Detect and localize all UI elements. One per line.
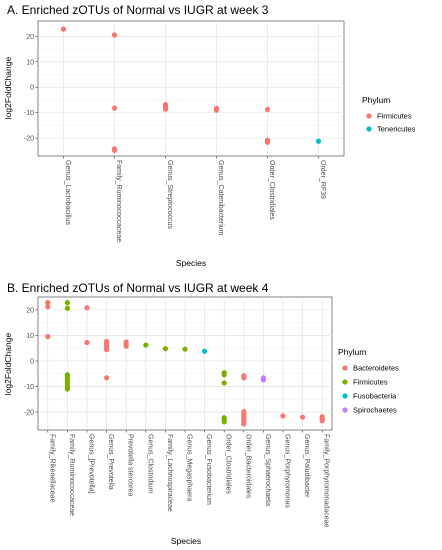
chart-a-legend-swatch: [366, 126, 372, 132]
chart-a-y-tick-label: 10: [26, 59, 34, 66]
chart-a-y-axis-label: log2FoldChange: [3, 57, 13, 120]
chart-panel-a: A. Enriched zOTUs of Normal vs IUGR at w…: [3, 3, 416, 268]
chart-b-data-point: [319, 418, 325, 424]
chart-b-data-point: [300, 414, 306, 420]
chart-b-x-tick-label: Genus_Sphaerochaeta: [264, 434, 271, 506]
chart-b-x-tick-label: Genus_Fusobacterium: [205, 434, 212, 505]
chart-b-data-point: [104, 347, 110, 353]
chart-panel-b: B. Enriched zOTUs of Normal vs IUGR at w…: [3, 281, 399, 546]
chart-a-data-point: [60, 26, 67, 32]
chart-b-legend-swatch: [342, 365, 348, 371]
chart-b-x-tick-label: Family_Ruminococcaceae: [68, 434, 75, 516]
chart-b-data-point: [241, 421, 247, 427]
chart-b-legend-label: Bacteroidetes: [353, 364, 399, 373]
chart-b-data-point: [182, 346, 188, 352]
chart-b-data-point: [221, 419, 227, 425]
chart-a-data-point: [162, 106, 169, 112]
chart-b-legend-title: Phylum: [338, 347, 366, 357]
chart-b-x-tick-label: Genus_Megasphaera: [186, 434, 193, 501]
chart-a-y-tick-label: 0: [30, 85, 34, 92]
chart-b-y-tick-label: 10: [26, 333, 34, 340]
chart-b-data-point: [104, 375, 110, 381]
chart-b-data-point: [280, 413, 286, 419]
chart-b-legend: Phylum Bacteroidetes Firmicutes Fusobacter…: [338, 347, 399, 415]
chart-b-x-tick-label: Genus_Paludibacter: [303, 434, 310, 498]
chart-a-data-point: [264, 106, 271, 112]
chart-b-data-point: [64, 305, 70, 311]
chart-b-x-tick-label: Family_Rikenellaceae: [48, 434, 55, 503]
chart-a-y-tick-label: 20: [26, 34, 34, 41]
chart-b-data-point: [64, 300, 70, 306]
chart-b-legend-swatch: [342, 393, 348, 399]
chart-b-title: B. Enriched zOTUs of Normal vs IUGR at w…: [7, 281, 269, 295]
chart-b-data-point: [123, 343, 129, 349]
chart-a-x-axis-label: Species: [176, 258, 206, 268]
chart-a-plot-background: [37, 20, 345, 157]
chart-a-legend-swatch: [366, 113, 372, 119]
chart-a-x-tick-label: Genus_Streptococcus: [166, 160, 173, 229]
chart-b-x-tick-label: Order_Bacteroidales: [244, 434, 251, 499]
chart-b-legend-label: Fusobacteria: [353, 392, 397, 401]
chart-b-legend-label: Spirochaetes: [353, 406, 397, 415]
chart-b-x-tick-label: Genus_Clostridium: [146, 434, 153, 494]
chart-a-data-point: [315, 138, 322, 144]
chart-a-x-tick-label: Family_Ruminococcaceae: [115, 160, 122, 242]
chart-b-x-tick-label: Genus_Prevotella: [107, 434, 114, 490]
chart-b-data-point: [221, 372, 227, 378]
chart-a-x-tick-label: Order_Clostridiales: [268, 160, 275, 220]
chart-b-data-point: [143, 342, 149, 348]
chart-a-data-point: [111, 32, 118, 38]
chart-b-data-point: [241, 375, 247, 381]
chart-b-data-point: [45, 300, 51, 306]
chart-b-x-tick-label: Prevotella stercorea: [127, 434, 134, 496]
chart-b-data-point: [45, 304, 51, 310]
chart-b-data-point: [260, 377, 266, 383]
chart-b-x-tick-label: Family_Porphyromonadaceae: [323, 434, 330, 527]
chart-a-x-tick-label: Genus_Catenibacterium: [217, 160, 224, 236]
chart-b-data-point: [221, 380, 227, 386]
chart-a-data-point: [213, 107, 220, 113]
chart-a-title: A. Enriched zOTUs of Normal vs IUGR at w…: [7, 3, 269, 17]
chart-b-legend-swatch: [342, 379, 348, 385]
chart-a-x-tick-label: Genus_Lactobacillus: [64, 160, 71, 225]
chart-b-data-point: [45, 334, 51, 340]
chart-b-y-tick-label: 20: [26, 307, 34, 314]
chart-b-y-tick-label: 0: [30, 358, 34, 365]
chart-b-data-point: [84, 339, 90, 346]
chart-a-legend-title: Phylum: [362, 95, 390, 105]
chart-b-data-point: [84, 305, 90, 311]
chart-a-legend: Phylum Firmicutes Tenericutes: [362, 95, 416, 134]
chart-a-legend-label: Tenericutes: [377, 125, 416, 134]
chart-b-y-tick-label: -10: [24, 384, 34, 391]
chart-b-x-tick-label: Genus_[Prevotella]: [88, 434, 95, 494]
chart-b-data-point: [162, 346, 168, 352]
chart-b-data-point: [202, 348, 208, 354]
chart-b-x-tick-label: Family_Lachnospiraceae: [166, 434, 173, 512]
chart-b-x-axis-label: Species: [171, 536, 201, 546]
chart-a-data-point: [111, 147, 118, 153]
chart-b-y-tick-label: -20: [24, 410, 34, 417]
chart-a-data-point: [264, 139, 271, 145]
chart-b-legend-swatch: [342, 407, 348, 413]
chart-a-y-tick-label: -20: [24, 136, 34, 143]
chart-a-x-tick-label: Order_RF39: [319, 160, 326, 199]
chart-b-x-tick-label: Order_Clostridiales: [225, 434, 232, 494]
chart-b-x-tick-label: Genus_Porphyromonas: [284, 434, 291, 508]
chart-b-data-point: [64, 386, 70, 392]
chart-b-legend-label: Firmicutes: [353, 378, 388, 387]
chart-b-y-axis-label: log2FoldChange: [3, 333, 13, 396]
chart-a-data-point: [111, 105, 118, 111]
chart-a-y-tick-label: -10: [24, 110, 34, 117]
chart-a-legend-label: Firmicutes: [377, 112, 412, 121]
